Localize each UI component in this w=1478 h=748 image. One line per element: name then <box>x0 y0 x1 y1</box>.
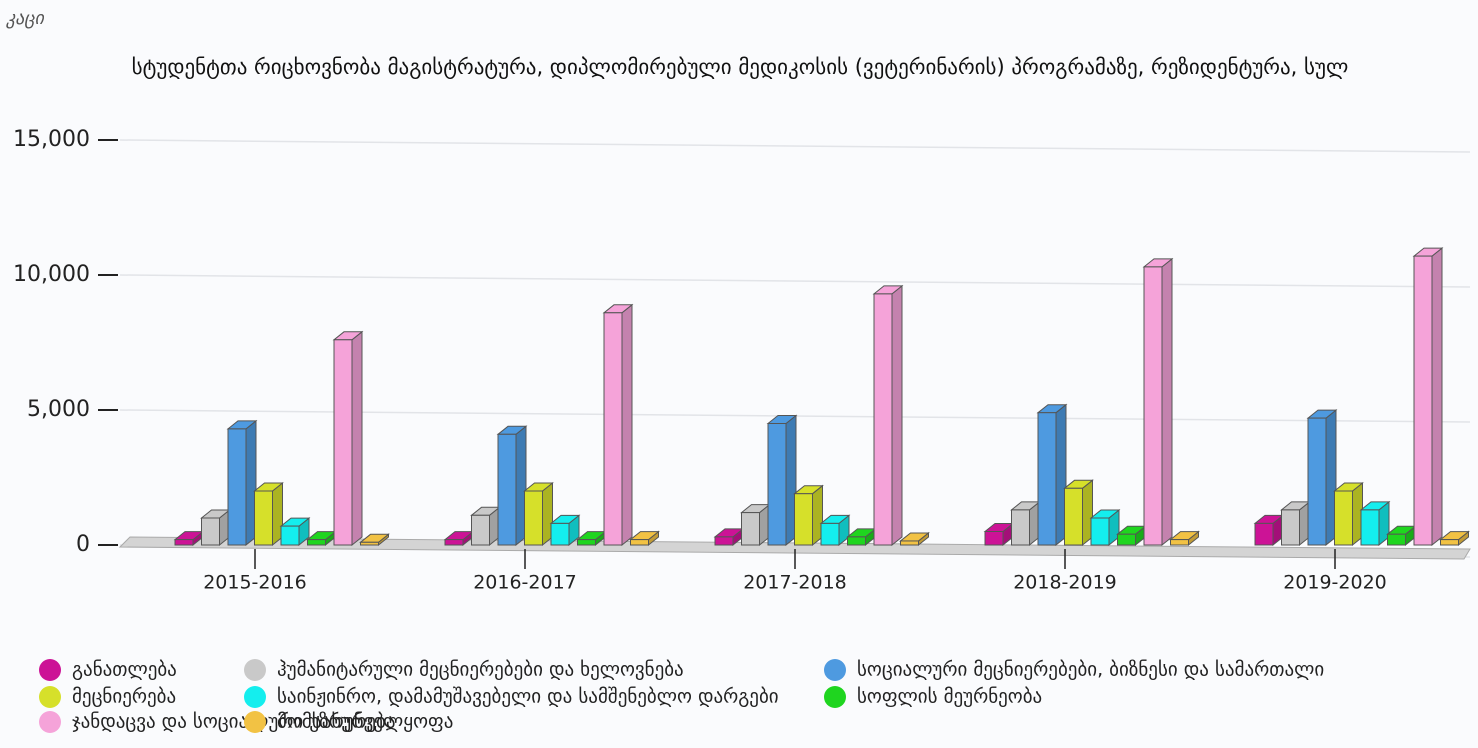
bar <box>984 531 1004 546</box>
x-tick-label: 2019-2020 <box>1283 572 1387 594</box>
legend-label: საინჟინრო, დამამუშავებელი და სამშენებლო … <box>277 686 779 708</box>
legend-swatch <box>824 686 846 708</box>
bar <box>254 490 273 546</box>
bar <box>550 522 570 546</box>
bar <box>307 539 326 546</box>
legend-swatch <box>39 711 61 733</box>
bar <box>1037 412 1057 546</box>
legend-swatch <box>39 659 61 681</box>
bar <box>1170 539 1189 546</box>
x-tick-label: 2018-2019 <box>1013 572 1117 594</box>
y-tick-label: 15,000 <box>13 127 90 152</box>
bar-side <box>621 303 633 547</box>
legend-swatch <box>244 711 266 733</box>
bar <box>1334 490 1353 546</box>
legend-label: სოციალური მეცნიერებები, ბიზნესი და სამარ… <box>857 659 1324 681</box>
bar <box>1360 509 1380 546</box>
legend-swatch <box>244 659 266 681</box>
x-tick-label: 2016-2017 <box>473 572 577 594</box>
y-tick-label: 10,000 <box>13 262 90 287</box>
bar <box>360 541 379 546</box>
y-tick-label: 0 <box>76 532 90 557</box>
bar <box>577 539 596 546</box>
bar <box>1011 509 1030 546</box>
grid-line <box>119 274 1471 288</box>
bar <box>873 293 893 546</box>
legend-swatch <box>244 686 266 708</box>
bar <box>444 539 464 546</box>
bar <box>741 512 760 546</box>
y-tick-label: 5,000 <box>27 397 90 422</box>
bar <box>900 540 919 546</box>
chart-title: სტუდენტთა რიცხოვნობა მაგისტრატურა, დიპლო… <box>131 55 1349 79</box>
bar-side <box>351 330 363 547</box>
bar <box>227 428 247 546</box>
bar-side <box>1161 257 1173 547</box>
legend-label: განათლება <box>72 659 177 681</box>
legend-label: ჰუმანიტარული მეცნიერებები და ხელოვნება <box>277 659 684 681</box>
bar <box>524 490 543 546</box>
bar <box>201 517 220 546</box>
legend-swatch <box>824 659 846 681</box>
bar <box>603 312 623 546</box>
bar <box>767 423 787 546</box>
bar <box>1387 533 1406 546</box>
bar-side <box>1431 247 1443 547</box>
bar <box>497 433 517 546</box>
x-tick-label: 2017-2018 <box>743 572 847 594</box>
bar <box>1090 517 1110 546</box>
grid-line <box>119 139 1471 153</box>
bar <box>714 536 734 546</box>
legend-label: მეცნიერება <box>72 686 176 708</box>
bar <box>1413 255 1433 546</box>
x-tick-label: 2015-2016 <box>203 572 307 594</box>
bar <box>333 339 353 546</box>
bar <box>1281 509 1300 546</box>
bar <box>794 493 813 546</box>
legend-label: სოფლის მეურნეობა <box>857 686 1042 708</box>
bar <box>1440 539 1459 546</box>
bar <box>1307 417 1327 546</box>
bar-side <box>891 284 903 547</box>
bar <box>471 514 490 546</box>
legend-label: მომსახურება <box>277 711 395 733</box>
bar <box>847 536 866 546</box>
bar <box>174 539 194 546</box>
bar <box>1117 533 1136 546</box>
bar <box>1254 522 1274 546</box>
bar <box>280 525 300 546</box>
bar <box>820 522 840 546</box>
legend-swatch <box>39 686 61 708</box>
unit-label: კაცი <box>6 8 44 29</box>
bar <box>630 539 649 546</box>
bar <box>1064 487 1083 546</box>
bar <box>1143 266 1163 546</box>
